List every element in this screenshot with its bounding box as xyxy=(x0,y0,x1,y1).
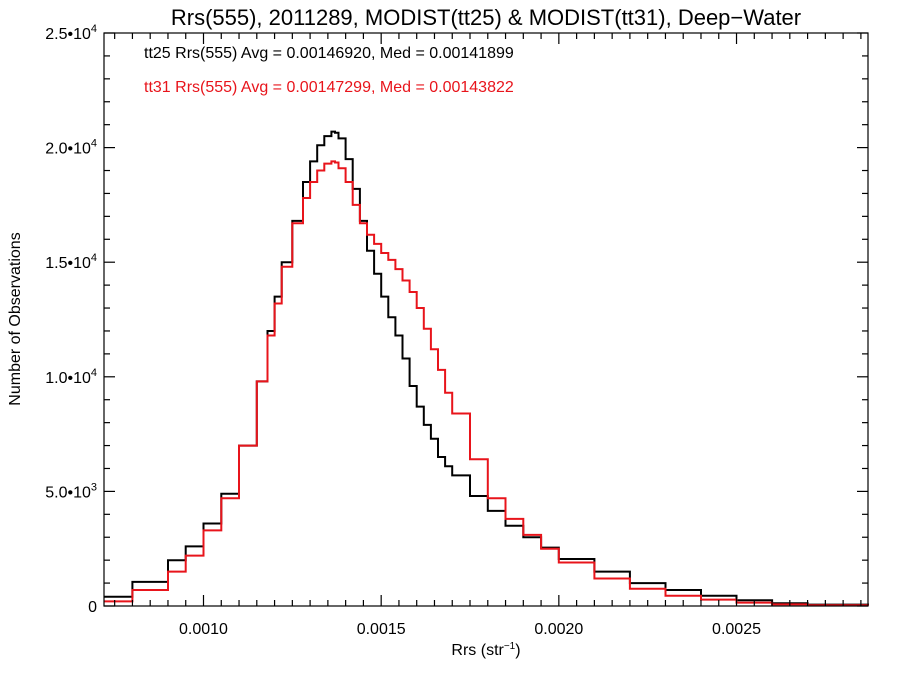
x-tick-label: 0.0015 xyxy=(357,621,406,638)
y-tick-label: 1.0•104 xyxy=(45,367,97,387)
y-tick-label: 5.0•103 xyxy=(45,481,97,501)
series-line-tt31 xyxy=(104,160,869,607)
series-line-tt25 xyxy=(104,130,869,606)
x-axis-label-sup: −1 xyxy=(504,641,516,652)
y-tick-label: 0 xyxy=(88,599,97,616)
x-tick-label: 0.0010 xyxy=(179,621,228,638)
y-axis-label: Number of Observations xyxy=(7,232,24,405)
x-tick-label: 0.0025 xyxy=(712,621,761,638)
legend-entry-tt31: tt31 Rrs(555) Avg = 0.00147299, Med = 0.… xyxy=(144,79,514,96)
y-tick-label: 2.0•104 xyxy=(45,138,97,158)
plot-area xyxy=(103,32,869,607)
x-tick-label: 0.0020 xyxy=(534,621,583,638)
y-tick-label: 1.5•104 xyxy=(45,252,97,272)
y-tick-label: 2.5•104 xyxy=(45,23,97,43)
chart-title: Rrs(555), 2011289, MODIST(tt25) & MODIST… xyxy=(171,5,801,30)
x-axis-label-main: Rrs (str xyxy=(451,642,504,659)
legend-entry-tt25: tt25 Rrs(555) Avg = 0.00146920, Med = 0.… xyxy=(144,45,514,62)
plot-frame xyxy=(103,32,869,607)
series-layer xyxy=(104,130,869,607)
y-axis: 0 5.0•103 1.0•104 1.5•104 2.0•104 2.5•104 xyxy=(45,23,868,616)
x-axis-label-tail: ) xyxy=(515,642,520,659)
x-axis: 0.0010 0.0015 0.0020 0.0025 xyxy=(114,33,862,638)
x-axis-label: Rrs (str−1) xyxy=(451,641,520,659)
